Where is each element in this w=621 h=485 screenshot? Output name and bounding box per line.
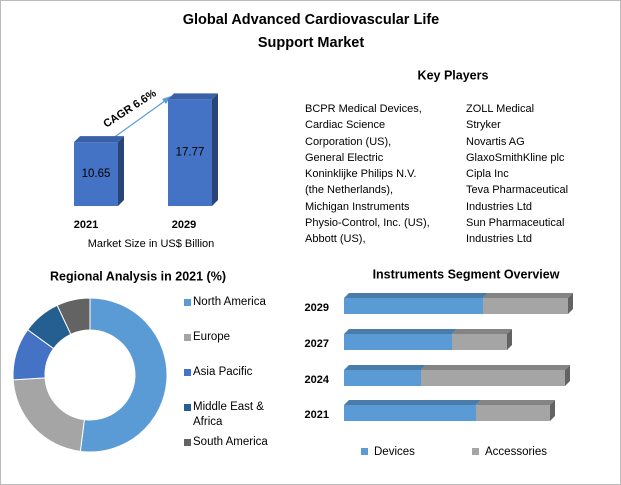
key-player-line: Michigan Instruments xyxy=(305,200,410,213)
bar-top xyxy=(74,136,124,143)
bar-side xyxy=(507,329,512,350)
legend-label: North America xyxy=(193,296,266,308)
key-player-line: (the Netherlands), xyxy=(305,184,394,197)
bar-segment xyxy=(344,334,452,350)
chart-title: Instruments Segment Overview xyxy=(373,267,560,281)
annotation: CAGR 6.6% xyxy=(101,87,158,130)
y-tick-label: 2024 xyxy=(305,374,330,386)
title-line: Global Advanced Cardiovascular Life xyxy=(183,12,440,28)
bar-side xyxy=(212,93,218,206)
bar-segment xyxy=(476,405,550,421)
bar-top xyxy=(483,293,573,298)
bar-segment xyxy=(344,298,483,314)
bar-top xyxy=(476,400,555,405)
key-player-line: Industries Ltd xyxy=(466,233,533,246)
legend-label: Accessories xyxy=(485,446,547,458)
legend-swatch xyxy=(184,404,191,411)
legend-swatch xyxy=(184,439,191,446)
cagr-arrowhead xyxy=(162,96,171,104)
key-player-line: Cardiac Science xyxy=(305,119,386,132)
key-player-line: Sun Pharmaceutical xyxy=(466,217,565,230)
bar-top xyxy=(344,400,481,405)
key-players-column: BCPR Medical Devices, Cardiac Science Corp… xyxy=(305,101,430,248)
bar-side xyxy=(118,136,124,206)
y-tick-label: 2029 xyxy=(305,302,329,314)
key-player-line: Abbott (US), xyxy=(305,233,366,246)
key-players-title: Key Players xyxy=(418,68,489,82)
y-tick-label: 2021 xyxy=(305,409,329,421)
key-player-line: Novartis AG xyxy=(466,135,525,148)
bar-top xyxy=(168,93,218,100)
bar-top xyxy=(344,365,426,370)
bar-top xyxy=(344,293,488,298)
legend-swatch xyxy=(184,299,191,306)
donut-segment xyxy=(56,297,91,335)
bar-side xyxy=(568,293,573,314)
x-axis-label: Market Size in US$ Billion xyxy=(88,238,215,250)
key-player-line: Cipla Inc xyxy=(466,168,509,181)
legend-label: Middle East & Africa xyxy=(193,401,264,428)
bar-top xyxy=(452,329,512,334)
bar-segment xyxy=(344,405,476,421)
key-player-line: ZOLL Medical xyxy=(466,103,535,115)
bar-segment xyxy=(483,298,568,314)
chart-title: Regional Analysis in 2021 (%) xyxy=(50,269,226,283)
bar-top xyxy=(421,365,570,370)
key-player-line: Koninklijke Philips N.V. xyxy=(305,168,417,181)
value-label: 17.77 xyxy=(176,147,205,159)
bar-segment xyxy=(421,370,565,386)
bar-side xyxy=(550,400,555,421)
key-player-line: Stryker xyxy=(466,119,501,132)
bar xyxy=(74,142,118,206)
key-players-column: ZOLL Medical Stryker Novartis AG GlaxoSmith… xyxy=(466,101,568,248)
key-player-line: BCPR Medical Devices, xyxy=(305,103,422,115)
value-label: 10.65 xyxy=(82,168,111,180)
bar-segment xyxy=(344,370,421,386)
key-player-line: Corporation (US), xyxy=(305,135,392,148)
key-player-line: Teva Pharmaceutical xyxy=(466,184,569,197)
bar xyxy=(168,99,212,206)
legend-swatch xyxy=(361,448,368,455)
bar-side xyxy=(565,365,570,386)
donut-segment xyxy=(79,297,168,453)
legend-swatch xyxy=(184,334,191,341)
bar-segment xyxy=(452,334,507,350)
legend-label: South America xyxy=(193,436,268,448)
legend-label: Asia Pacific xyxy=(193,366,253,378)
legend-label: Devices xyxy=(374,446,415,458)
key-player-line: General Electric xyxy=(305,151,384,164)
x-tick-label: 2021 xyxy=(74,219,98,231)
title-line: Support Market xyxy=(258,35,365,51)
legend-label: Europe xyxy=(193,331,231,343)
key-player-line: GlaxoSmithKline plc xyxy=(466,151,565,164)
key-player-line: Physio-Control, Inc. (US), xyxy=(305,217,430,230)
bar-top xyxy=(344,329,457,334)
donut-segment xyxy=(12,377,85,452)
x-tick-label: 2029 xyxy=(172,219,196,231)
key-player-line: Industries Ltd xyxy=(466,200,533,213)
legend-swatch xyxy=(472,448,479,455)
legend-swatch xyxy=(184,369,191,376)
y-tick-label: 2027 xyxy=(305,338,329,350)
cagr-arrow xyxy=(108,97,170,142)
